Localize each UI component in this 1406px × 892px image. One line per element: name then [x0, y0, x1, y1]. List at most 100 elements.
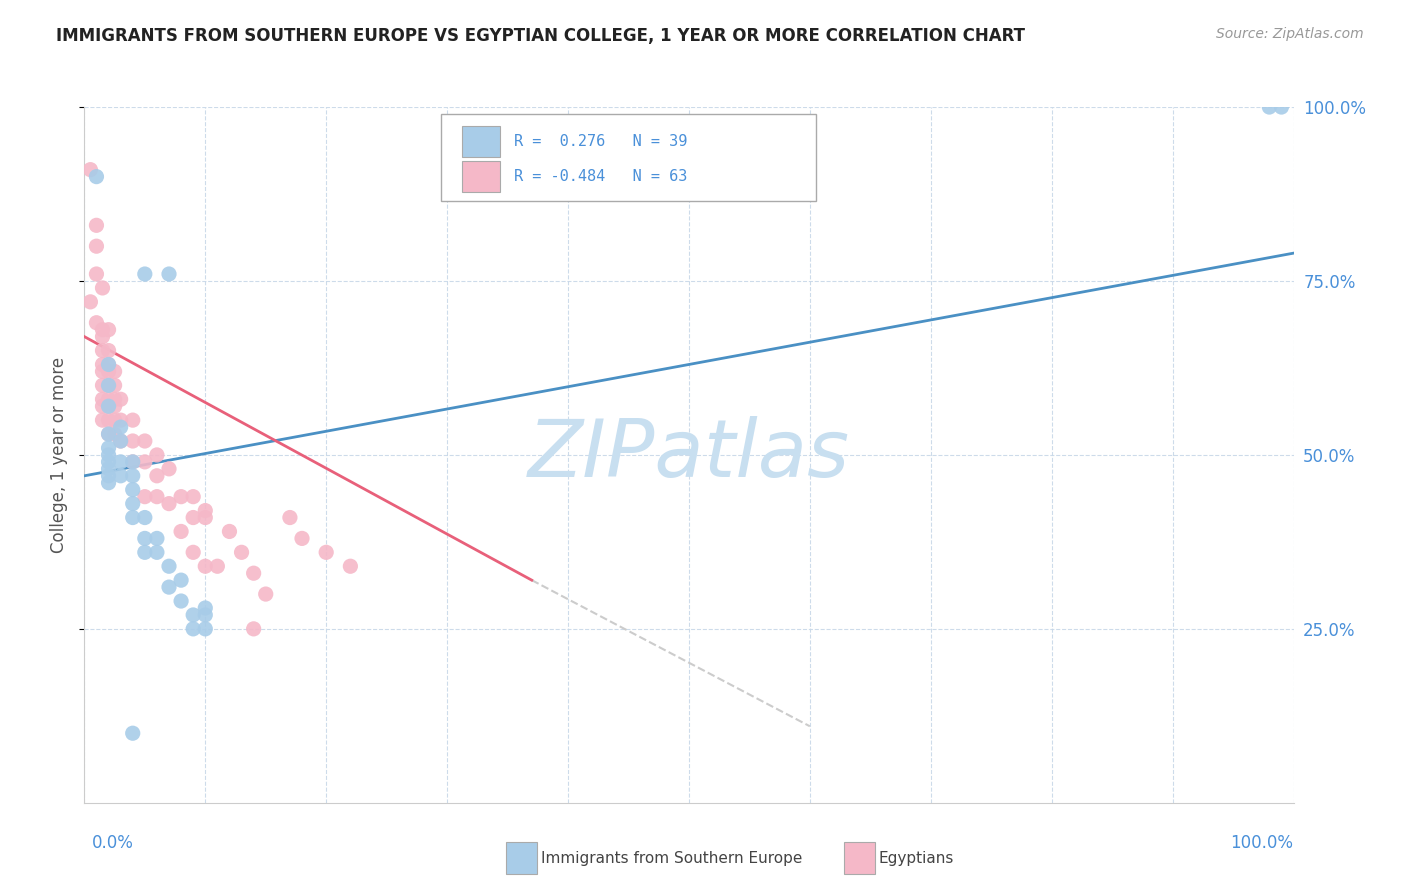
Point	[181, 510, 204, 524]
Point	[231, 545, 253, 559]
Point	[134, 532, 156, 546]
Point	[181, 490, 204, 504]
Point	[134, 490, 156, 504]
Point	[121, 483, 143, 497]
Point	[291, 532, 314, 546]
Point	[86, 169, 108, 184]
Text: R = -0.484   N = 63: R = -0.484 N = 63	[513, 169, 688, 184]
Point	[157, 267, 180, 281]
Point	[97, 358, 120, 372]
Point	[79, 294, 101, 309]
Point	[146, 545, 169, 559]
Point	[97, 413, 120, 427]
Point	[97, 364, 120, 378]
Point	[170, 594, 193, 608]
Point	[278, 510, 301, 524]
Point	[91, 343, 114, 358]
Point	[1270, 100, 1292, 114]
Point	[91, 281, 114, 295]
Text: Egyptians: Egyptians	[879, 851, 955, 865]
Text: ZIPatlas: ZIPatlas	[527, 416, 851, 494]
Point	[170, 524, 193, 539]
Point	[97, 399, 120, 413]
Point	[97, 462, 120, 476]
Point	[91, 364, 114, 378]
Point	[194, 503, 217, 517]
Point	[104, 413, 127, 427]
Point	[110, 392, 132, 407]
Point	[121, 468, 143, 483]
Point	[91, 323, 114, 337]
Point	[79, 162, 101, 177]
Point	[104, 378, 127, 392]
Point	[110, 413, 132, 427]
Point	[194, 510, 217, 524]
Point	[86, 219, 108, 233]
Point	[97, 392, 120, 407]
Point	[194, 601, 217, 615]
Point	[339, 559, 361, 574]
Point	[97, 475, 120, 490]
Bar	[461, 161, 501, 193]
Point	[86, 267, 108, 281]
Point	[146, 490, 169, 504]
Point	[194, 622, 217, 636]
Point	[97, 343, 120, 358]
Point	[157, 580, 180, 594]
Point	[146, 448, 169, 462]
Point	[218, 524, 240, 539]
Point	[97, 378, 120, 392]
Point	[110, 434, 132, 448]
Point	[242, 622, 264, 636]
Point	[315, 545, 337, 559]
Point	[121, 455, 143, 469]
Point	[134, 510, 156, 524]
Text: Source: ZipAtlas.com: Source: ZipAtlas.com	[1216, 27, 1364, 41]
Point	[121, 434, 143, 448]
Point	[181, 545, 204, 559]
Point	[121, 413, 143, 427]
Point	[121, 726, 143, 740]
Point	[181, 622, 204, 636]
Point	[170, 490, 193, 504]
Point	[170, 573, 193, 587]
Point	[134, 545, 156, 559]
Text: 0.0%: 0.0%	[91, 834, 134, 852]
Point	[194, 559, 217, 574]
Point	[86, 239, 108, 253]
Point	[97, 399, 120, 413]
Point	[110, 455, 132, 469]
Point	[91, 378, 114, 392]
Point	[91, 399, 114, 413]
Point	[157, 497, 180, 511]
Point	[110, 420, 132, 434]
Point	[134, 434, 156, 448]
Point	[97, 358, 120, 372]
Point	[91, 329, 114, 343]
Point	[181, 607, 204, 622]
Text: R =  0.276   N = 39: R = 0.276 N = 39	[513, 135, 688, 149]
Point	[104, 364, 127, 378]
Point	[121, 455, 143, 469]
Point	[121, 510, 143, 524]
Point	[134, 455, 156, 469]
Point	[254, 587, 277, 601]
Point	[104, 392, 127, 407]
Y-axis label: College, 1 year or more: College, 1 year or more	[51, 357, 69, 553]
Text: Immigrants from Southern Europe: Immigrants from Southern Europe	[541, 851, 803, 865]
Point	[97, 378, 120, 392]
Point	[207, 559, 229, 574]
Text: IMMIGRANTS FROM SOUTHERN EUROPE VS EGYPTIAN COLLEGE, 1 YEAR OR MORE CORRELATION : IMMIGRANTS FROM SOUTHERN EUROPE VS EGYPT…	[56, 27, 1025, 45]
Point	[146, 532, 169, 546]
Point	[110, 434, 132, 448]
Point	[97, 427, 120, 442]
Point	[91, 413, 114, 427]
Point	[97, 427, 120, 442]
Text: 100.0%: 100.0%	[1230, 834, 1294, 852]
Point	[91, 358, 114, 372]
FancyBboxPatch shape	[441, 114, 815, 201]
Point	[97, 468, 120, 483]
Point	[86, 316, 108, 330]
Point	[97, 441, 120, 455]
Point	[157, 462, 180, 476]
